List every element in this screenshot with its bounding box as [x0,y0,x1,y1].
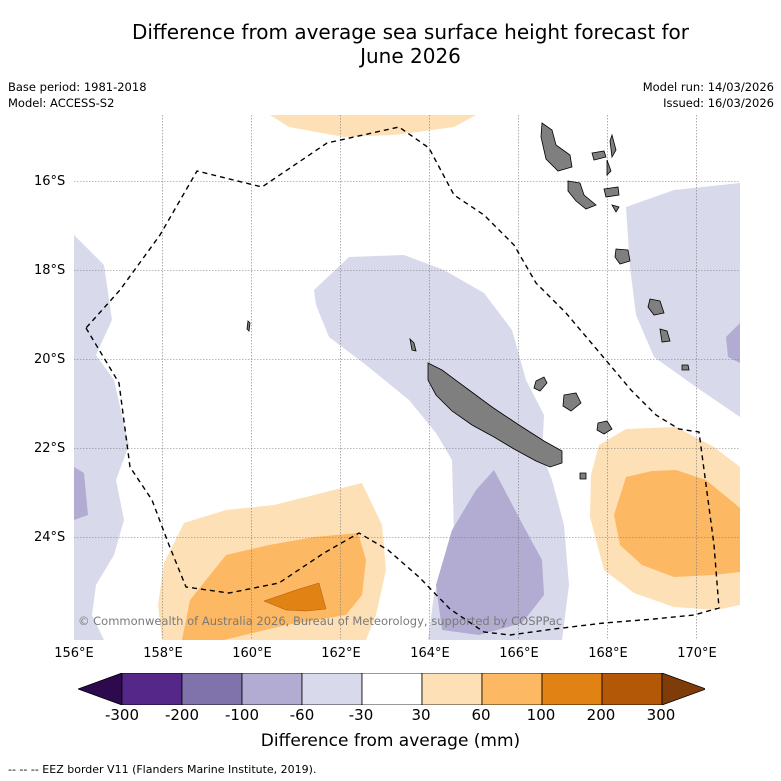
lon-label-158e: 158°E [143,646,183,661]
loyalty-island-mare [596,420,613,435]
title-line-2: June 2026 [360,44,461,68]
run-info: Model run: 14/03/2026 Issued: 16/03/2026 [643,79,774,111]
loyalty-island-lifou [562,392,582,412]
colorbar-swatch [181,673,243,705]
vanuatu-espiritu-santo [540,122,573,172]
colorbar-swatch [481,673,543,705]
anomaly-region-neg60-east [726,323,740,363]
lat-label-18s: 18°S [34,263,66,278]
anomaly-region-neg30-east [626,183,740,417]
anomaly-region-pos30-north [270,115,476,137]
copyright-notice: © Commonwealth of Australia 2026, Bureau… [78,614,563,628]
base-period: Base period: 1981-2018 [8,80,147,94]
vanuatu-pentecost [606,159,612,176]
issued-date: Issued: 16/03/2026 [663,96,774,110]
sea-surface-height-map [74,115,740,640]
loyalty-island-ouvea [533,376,548,392]
vanuatu-malekula [567,180,597,210]
model-run: Model run: 14/03/2026 [642,80,774,94]
lon-label-170e: 170°E [677,646,717,661]
colorbar-swatch [421,673,483,705]
colorbar-label: 200 [586,706,616,724]
eez-legend-note: -- -- -- EEZ border V11 (Flanders Marine… [8,763,317,776]
vanuatu-ambrym [603,186,620,198]
anomaly-region-pos60-east [614,470,740,577]
anomaly-region-pos100 [263,582,327,612]
colorbar-title: Difference from average (mm) [260,731,521,751]
map-title: Difference from average sea surface heig… [0,20,781,68]
isle-of-pines [579,472,587,480]
colorbar-swatch [601,673,663,705]
vanuatu-ambae [591,150,607,161]
vanuatu-epi [611,204,620,213]
lon-label-166e: 166°E [499,646,539,661]
lat-label-22s: 22°S [34,441,66,456]
vanuatu-maewo [609,133,617,159]
lon-label-160e: 160°E [232,646,272,661]
colorbar-swatch [361,673,423,705]
colorbar-label: -60 [289,706,315,724]
lat-label-20s: 20°S [34,352,66,367]
new-caledonia-island [427,362,563,468]
colorbar-swatch [121,673,183,705]
lat-label-24s: 24°S [34,530,66,545]
belep-islands [409,337,417,352]
lon-label-164e: 164°E [410,646,450,661]
colorbar-label: -200 [164,706,200,724]
colorbar-swatch [241,673,303,705]
colorbar-swatch [541,673,603,705]
model-name: Model: ACCESS-S2 [8,96,115,110]
colorbar-extend-low [78,673,123,705]
eez-border [85,126,720,636]
anomaly-region-neg30-west [74,235,129,640]
lon-label-168e: 168°E [588,646,628,661]
colorbar-label: 300 [646,706,676,724]
colorbar-label: 60 [471,706,491,724]
anomaly-region-neg60-west [74,467,88,520]
vanuatu-efate [614,248,631,265]
base-info: Base period: 1981-2018 Model: ACCESS-S2 [8,79,147,111]
colorbar-label: -100 [224,706,260,724]
anomaly-region-neg60-central [436,470,544,635]
lon-label-162e: 162°E [321,646,361,661]
anomaly-region-pos60-southwest [182,533,366,640]
lon-label-156e: 156°E [54,646,94,661]
colorbar [78,673,705,705]
colorbar-extend-high [661,673,705,705]
colorbar-label: 100 [526,706,556,724]
lat-label-16s: 16°S [34,174,66,189]
colorbar-label: -300 [104,706,140,724]
title-line-1: Difference from average sea surface heig… [131,20,690,44]
colorbar-swatch [301,673,363,705]
land-masses [246,122,690,480]
vanuatu-aneityum [681,364,690,371]
colorbar-label: -30 [348,706,374,724]
vanuatu-erromango [647,298,665,316]
colorbar-label: 30 [411,706,431,724]
vanuatu-tanna [659,328,671,343]
chesterfield-islet [246,320,251,332]
